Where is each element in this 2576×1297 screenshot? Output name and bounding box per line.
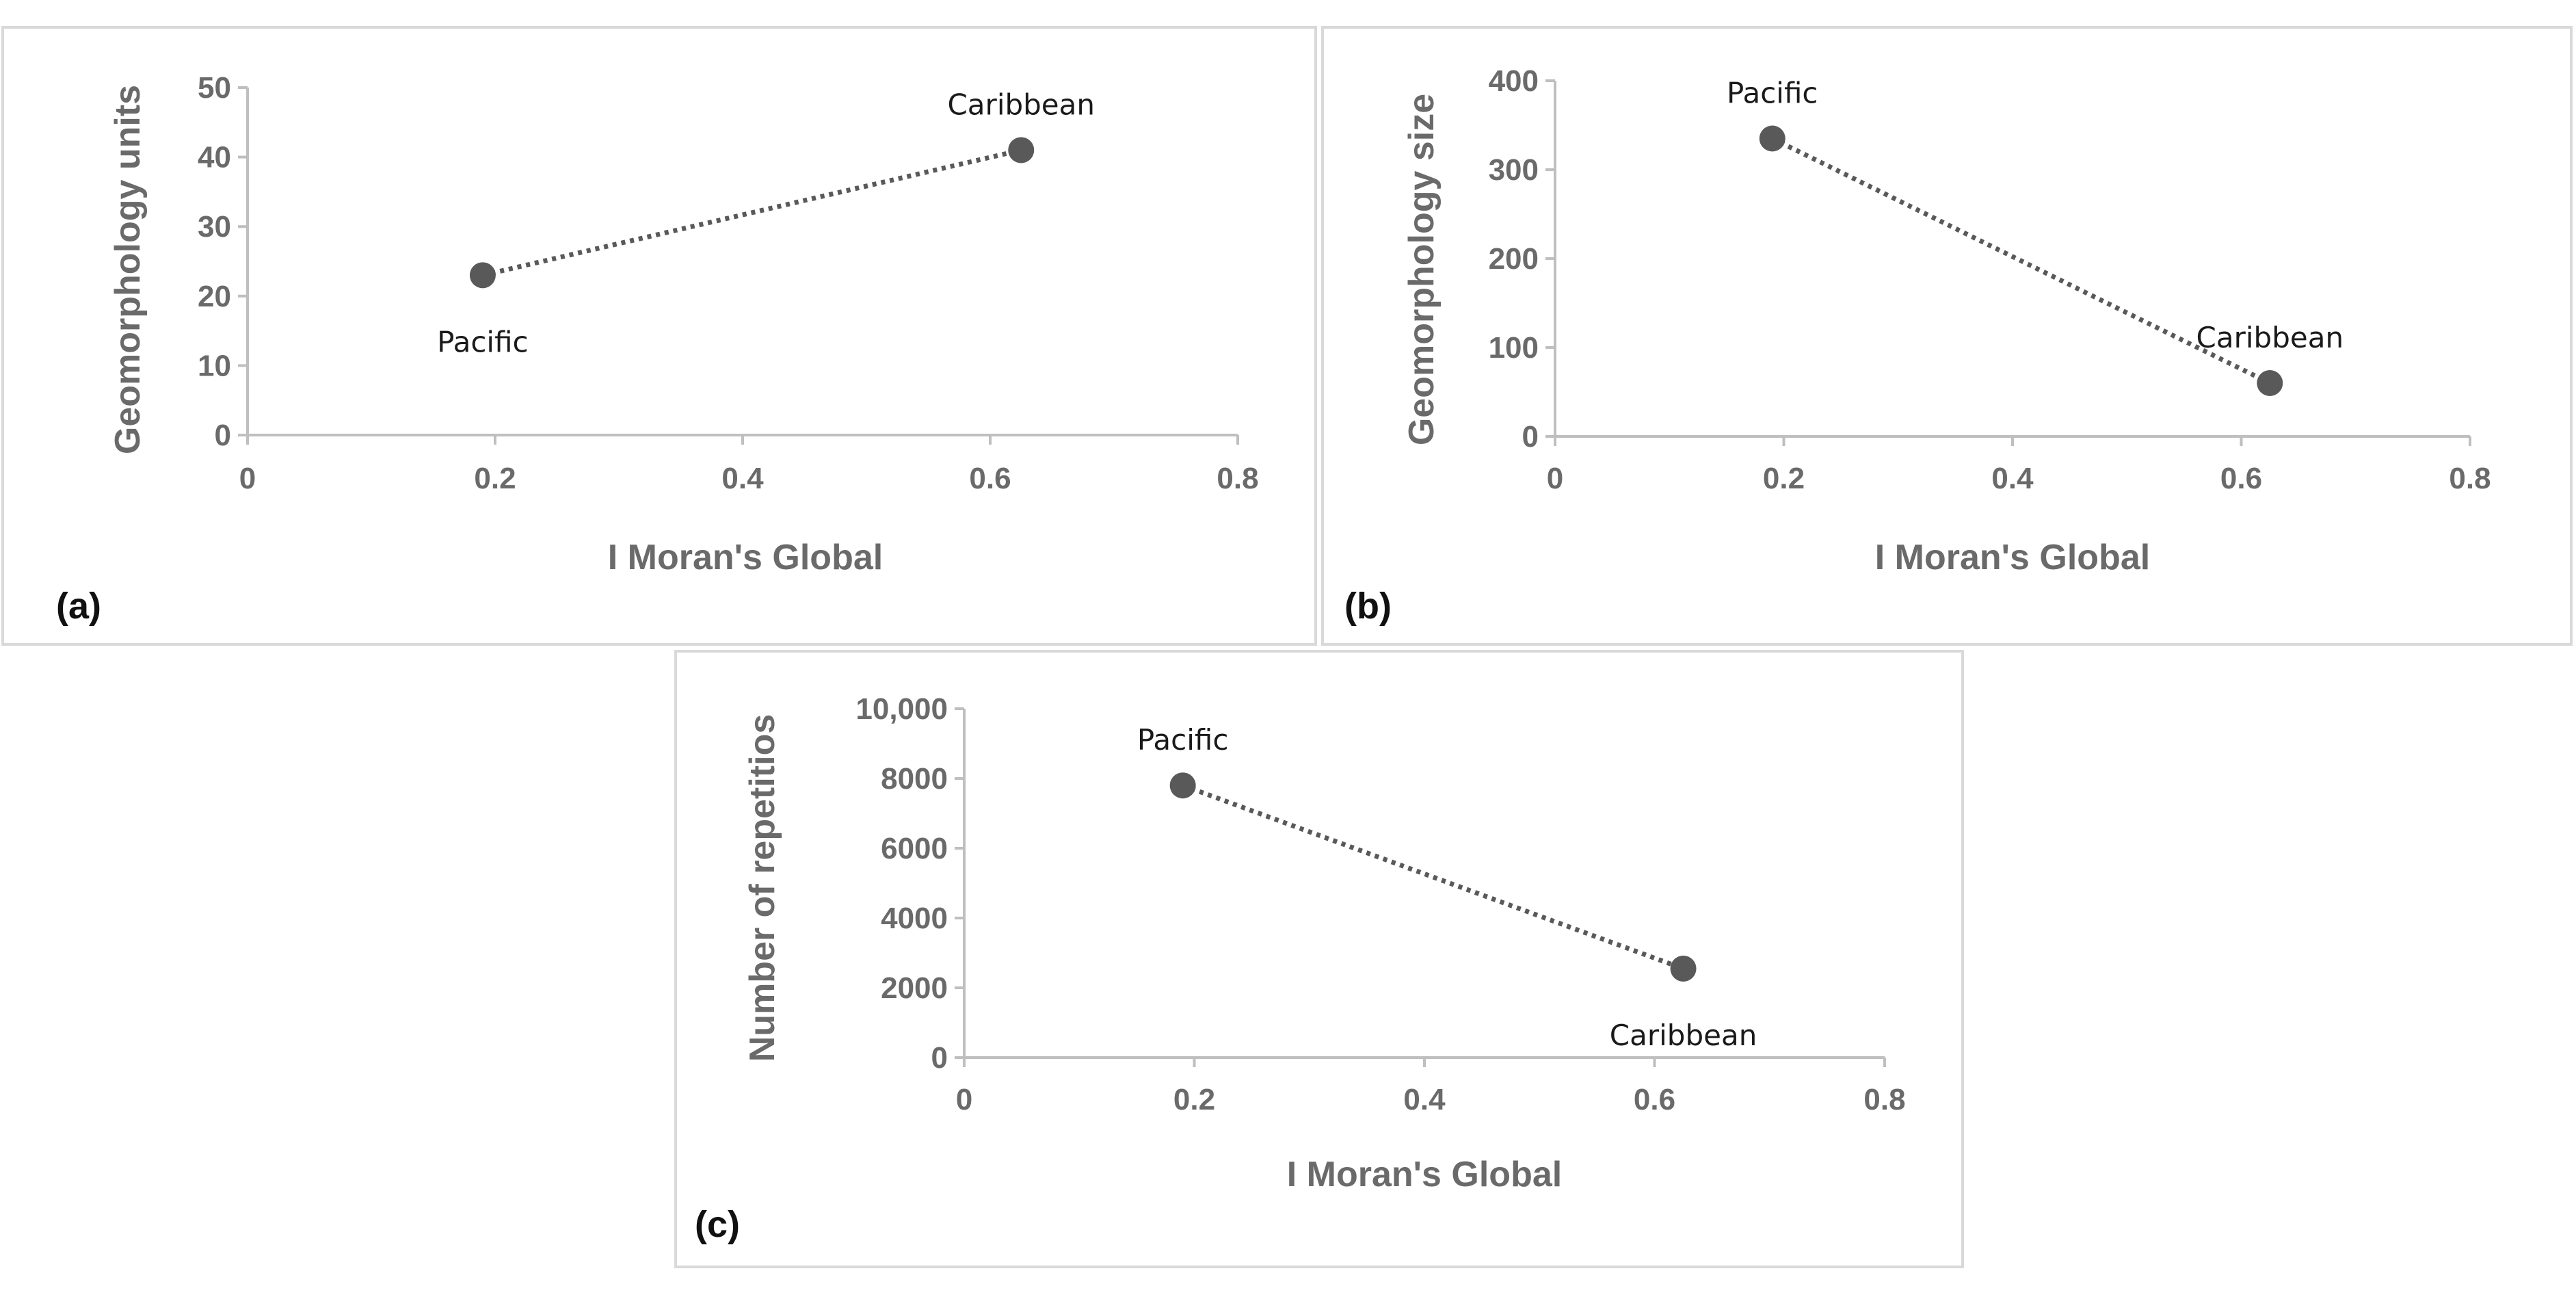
data-label-caribbean: Caribbean (947, 88, 1095, 121)
x-tick-label: 0.6 (2220, 462, 2262, 495)
data-point-pacific (1759, 125, 1785, 152)
points-a: Pacific Caribbean (437, 88, 1095, 358)
trendline-a (482, 148, 1022, 278)
data-label-pacific: Pacific (437, 325, 529, 358)
y-tick-label: 100 (1489, 331, 1539, 365)
x-tick-label: 0.4 (1403, 1083, 1446, 1116)
x-axis-title-b: I Moran's Global (1875, 538, 2150, 577)
y-axis-title-b: Geomorphology size (1402, 94, 1442, 445)
x-tick-label: 0 (956, 1083, 972, 1116)
x-tick-label: 0 (239, 462, 256, 495)
x-tick-label: 0.2 (474, 462, 516, 495)
data-label-caribbean: Caribbean (1610, 1019, 1757, 1052)
chart-svg-c: 0 2000 4000 6000 8000 10,000 0 0.2 0.4 0.6 0.8 Pa… (695, 692, 1906, 1245)
y-tick-label: 50 (198, 71, 231, 105)
y-tick-label: 10,000 (855, 692, 948, 726)
data-point-pacific (469, 262, 496, 289)
data-label-caribbean: Caribbean (2196, 321, 2344, 354)
chart-panel-a: 0 10 20 30 40 50 0 0.2 0.4 0.6 0.8 Pacific Caribbe… (1, 26, 1317, 646)
chart-panel-c: 0 2000 4000 6000 8000 10,000 0 0.2 0.4 0.6 0.8 Pa… (674, 650, 1964, 1268)
data-point-caribbean (1008, 137, 1035, 163)
x-ticks-b: 0 0.2 0.4 0.6 0.8 (1547, 436, 2491, 495)
points-c: Pacific Caribbean (1137, 723, 1757, 1052)
data-point-caribbean (1670, 955, 1697, 982)
x-tick-label: 0 (1547, 462, 1563, 495)
x-tick-label: 0.2 (1763, 462, 1805, 495)
trendline-b (1771, 136, 2271, 386)
y-ticks-c: 0 2000 4000 6000 8000 10,000 (855, 692, 964, 1075)
x-tick-label: 0.6 (1634, 1083, 1675, 1116)
data-point-pacific (1169, 772, 1196, 799)
x-tick-label: 0.8 (1863, 1083, 1905, 1116)
x-tick-label: 0.8 (2449, 462, 2491, 495)
y-tick-label: 40 (198, 141, 231, 174)
y-tick-label: 300 (1489, 153, 1539, 187)
y-ticks-b: 0 100 200 300 400 (1489, 64, 1555, 454)
x-ticks-a: 0 0.2 0.4 0.6 0.8 (239, 435, 1259, 495)
x-tick-label: 0.4 (1991, 462, 2034, 495)
y-tick-label: 200 (1489, 242, 1539, 276)
x-ticks-c: 0 0.2 0.4 0.6 0.8 (956, 1058, 1906, 1116)
data-label-pacific: Pacific (1727, 77, 1818, 110)
x-tick-label: 0.2 (1173, 1083, 1215, 1116)
y-axis-title-a: Geomorphology units (108, 85, 148, 454)
points-b: Pacific Caribbean (1727, 77, 2344, 396)
y-tick-label: 400 (1489, 64, 1539, 98)
panel-label-b: (b) (1344, 586, 1392, 627)
data-point-caribbean (2257, 370, 2283, 396)
y-tick-label: 0 (215, 419, 231, 452)
x-tick-label: 0.8 (1217, 462, 1258, 495)
y-tick-label: 6000 (881, 832, 948, 865)
y-tick-label: 8000 (881, 762, 948, 796)
y-tick-label: 20 (198, 280, 231, 313)
y-tick-label: 2000 (881, 971, 948, 1005)
x-axis-title-a: I Moran's Global (608, 538, 883, 577)
data-label-pacific: Pacific (1137, 723, 1229, 757)
chart-panel-b: 0 100 200 300 400 0 0.2 0.4 0.6 0.8 Pacific Carib… (1321, 26, 2573, 646)
panel-label-c: (c) (695, 1204, 740, 1245)
y-tick-label: 4000 (881, 902, 948, 935)
y-tick-label: 0 (1522, 420, 1539, 454)
y-tick-label: 10 (198, 349, 231, 382)
y-tick-label: 30 (198, 210, 231, 244)
y-axis-title-c: Number of repetitios (743, 714, 782, 1062)
trendline-c (1182, 783, 1684, 971)
y-tick-label: 0 (931, 1041, 948, 1075)
panel-label-a: (a) (56, 586, 101, 627)
x-tick-label: 0.4 (721, 462, 764, 495)
chart-svg-b: 0 100 200 300 400 0 0.2 0.4 0.6 0.8 Pacific Carib… (1344, 64, 2491, 627)
y-ticks-a: 0 10 20 30 40 50 (198, 71, 248, 452)
chart-svg-a: 0 10 20 30 40 50 0 0.2 0.4 0.6 0.8 Pacific Caribbe… (56, 71, 1259, 627)
x-axis-title-c: I Moran's Global (1287, 1155, 1562, 1194)
x-tick-label: 0.6 (969, 462, 1011, 495)
